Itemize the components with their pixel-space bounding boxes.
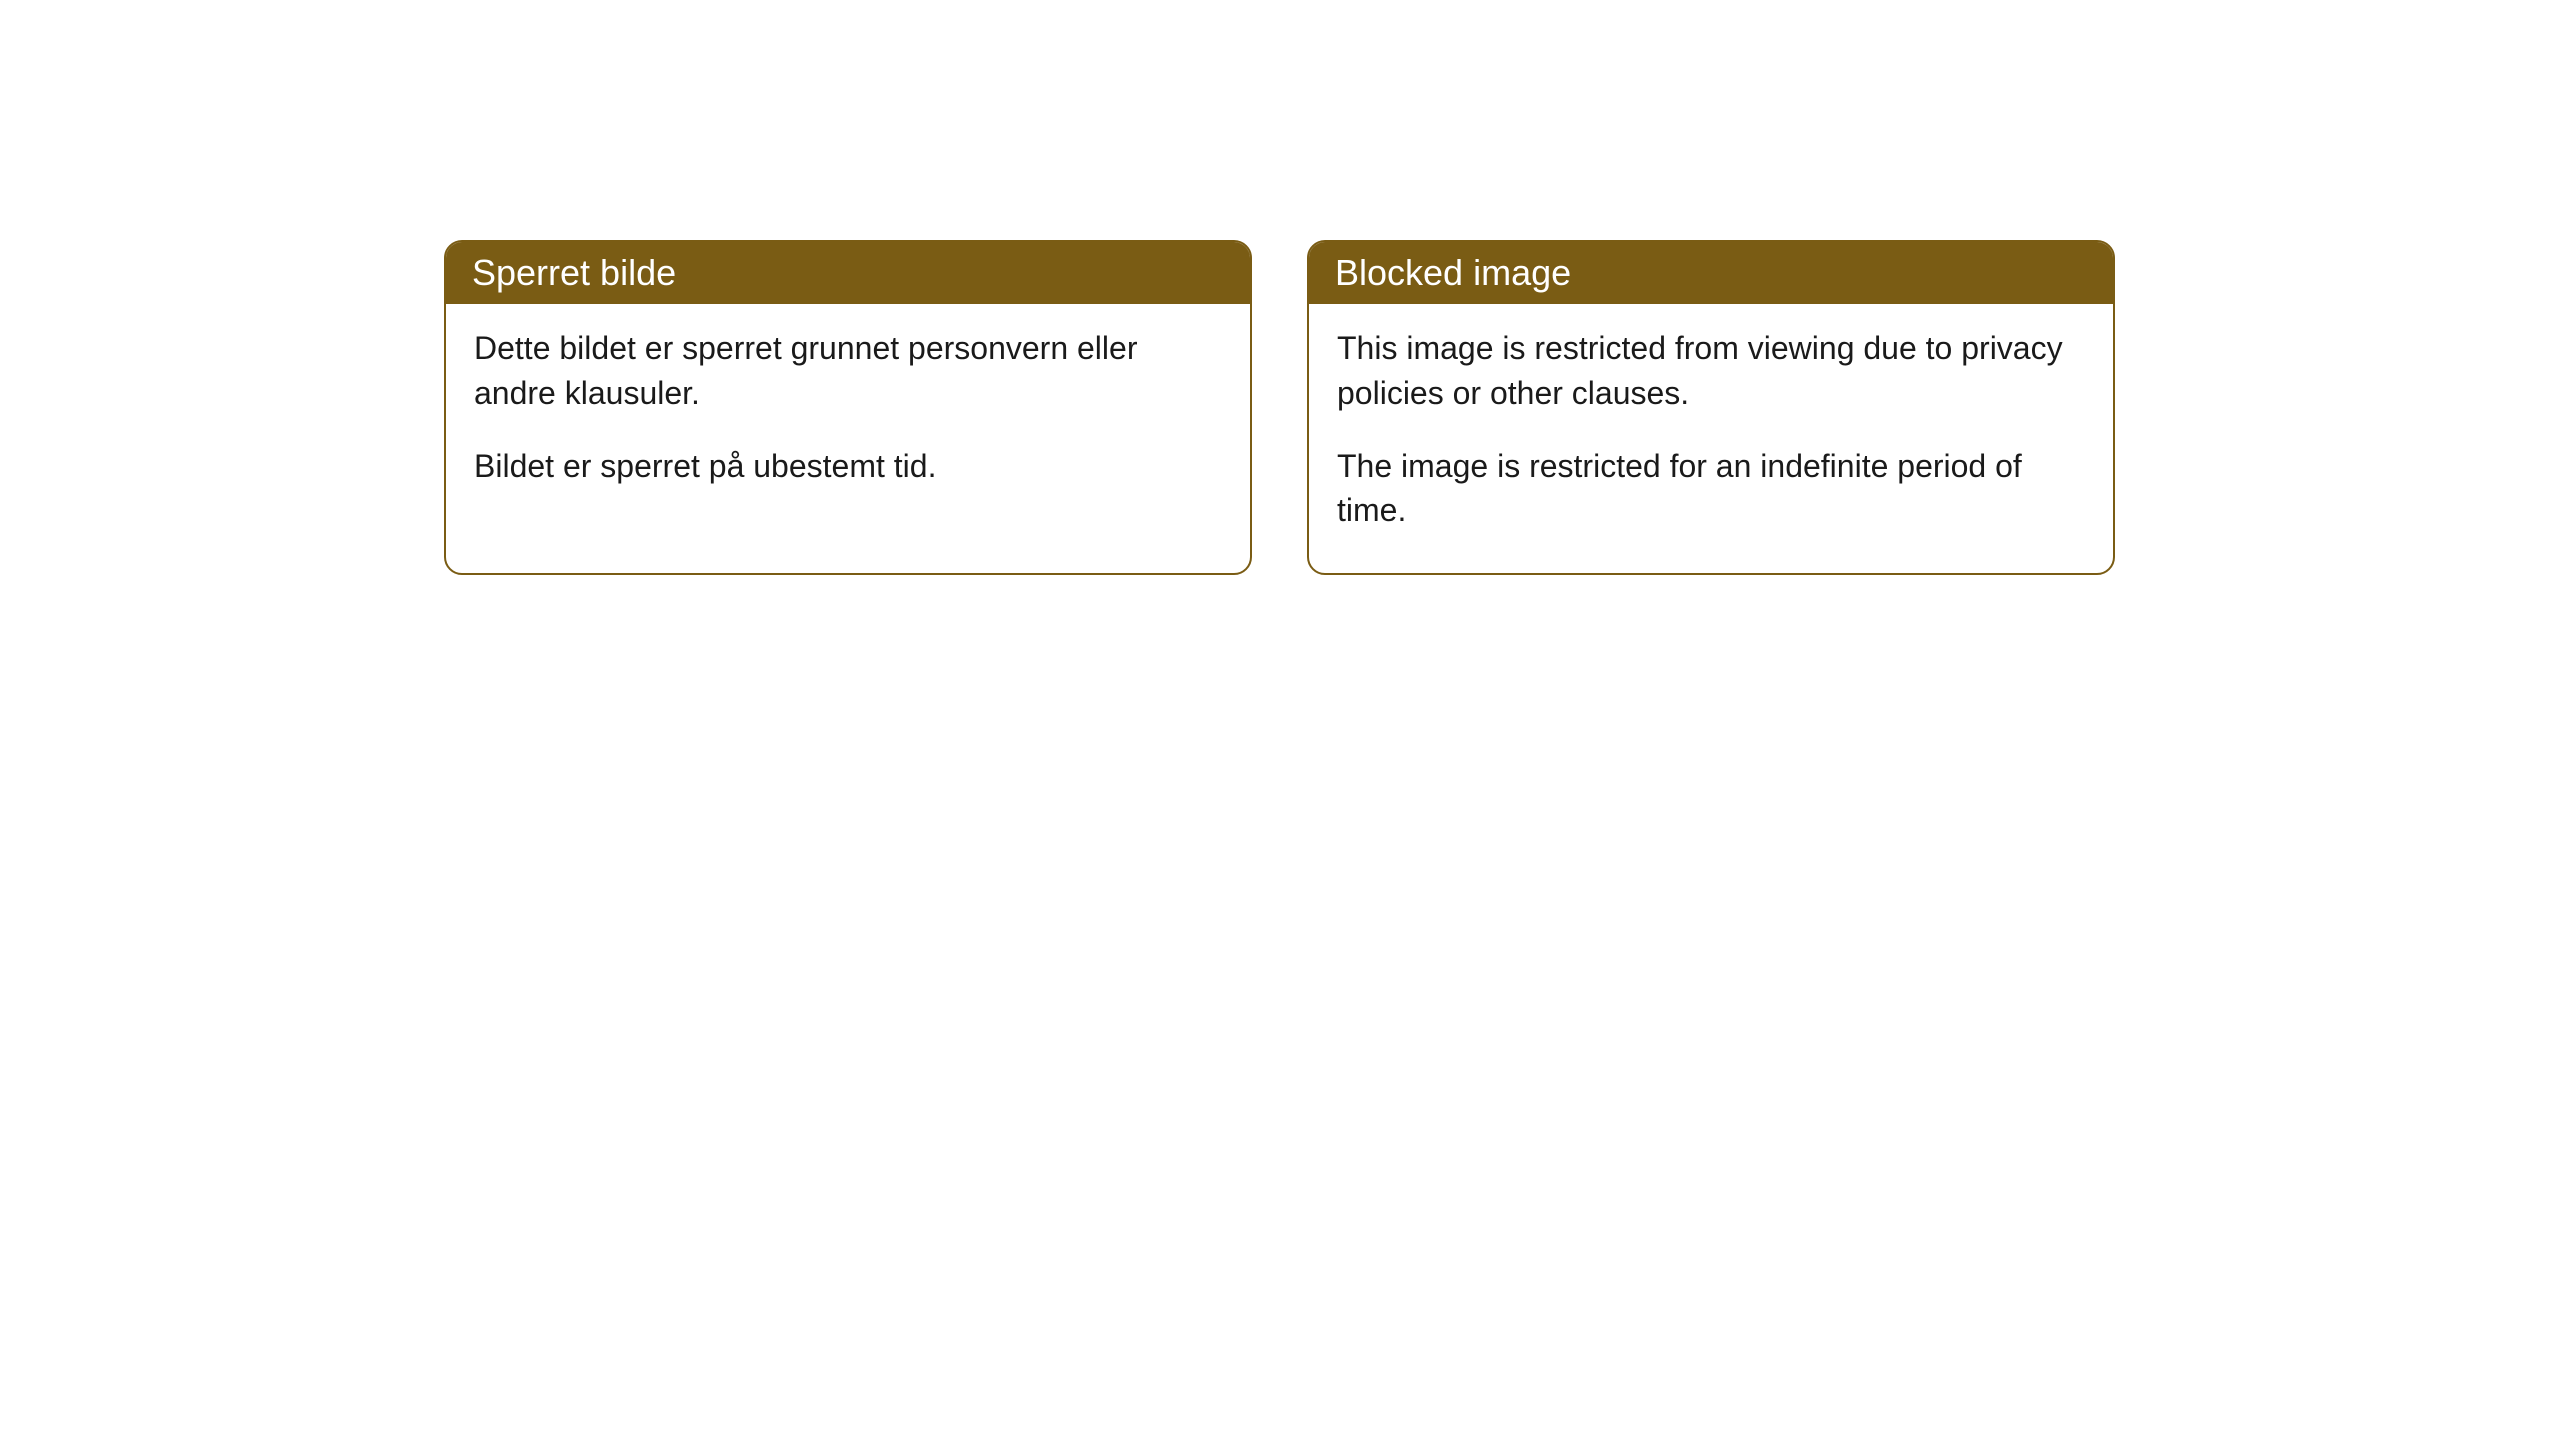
card-paragraph: This image is restricted from viewing du… [1337,326,2085,416]
card-paragraph: Bildet er sperret på ubestemt tid. [474,444,1222,489]
card-title: Sperret bilde [472,252,676,293]
card-title: Blocked image [1335,252,1571,293]
notice-card-english: Blocked image This image is restricted f… [1307,240,2115,575]
notice-cards-container: Sperret bilde Dette bildet er sperret gr… [444,240,2115,575]
card-body-norwegian: Dette bildet er sperret grunnet personve… [446,304,1250,528]
notice-card-norwegian: Sperret bilde Dette bildet er sperret gr… [444,240,1252,575]
card-header-english: Blocked image [1309,242,2113,304]
card-header-norwegian: Sperret bilde [446,242,1250,304]
card-body-english: This image is restricted from viewing du… [1309,304,2113,573]
card-paragraph: Dette bildet er sperret grunnet personve… [474,326,1222,416]
card-paragraph: The image is restricted for an indefinit… [1337,444,2085,534]
